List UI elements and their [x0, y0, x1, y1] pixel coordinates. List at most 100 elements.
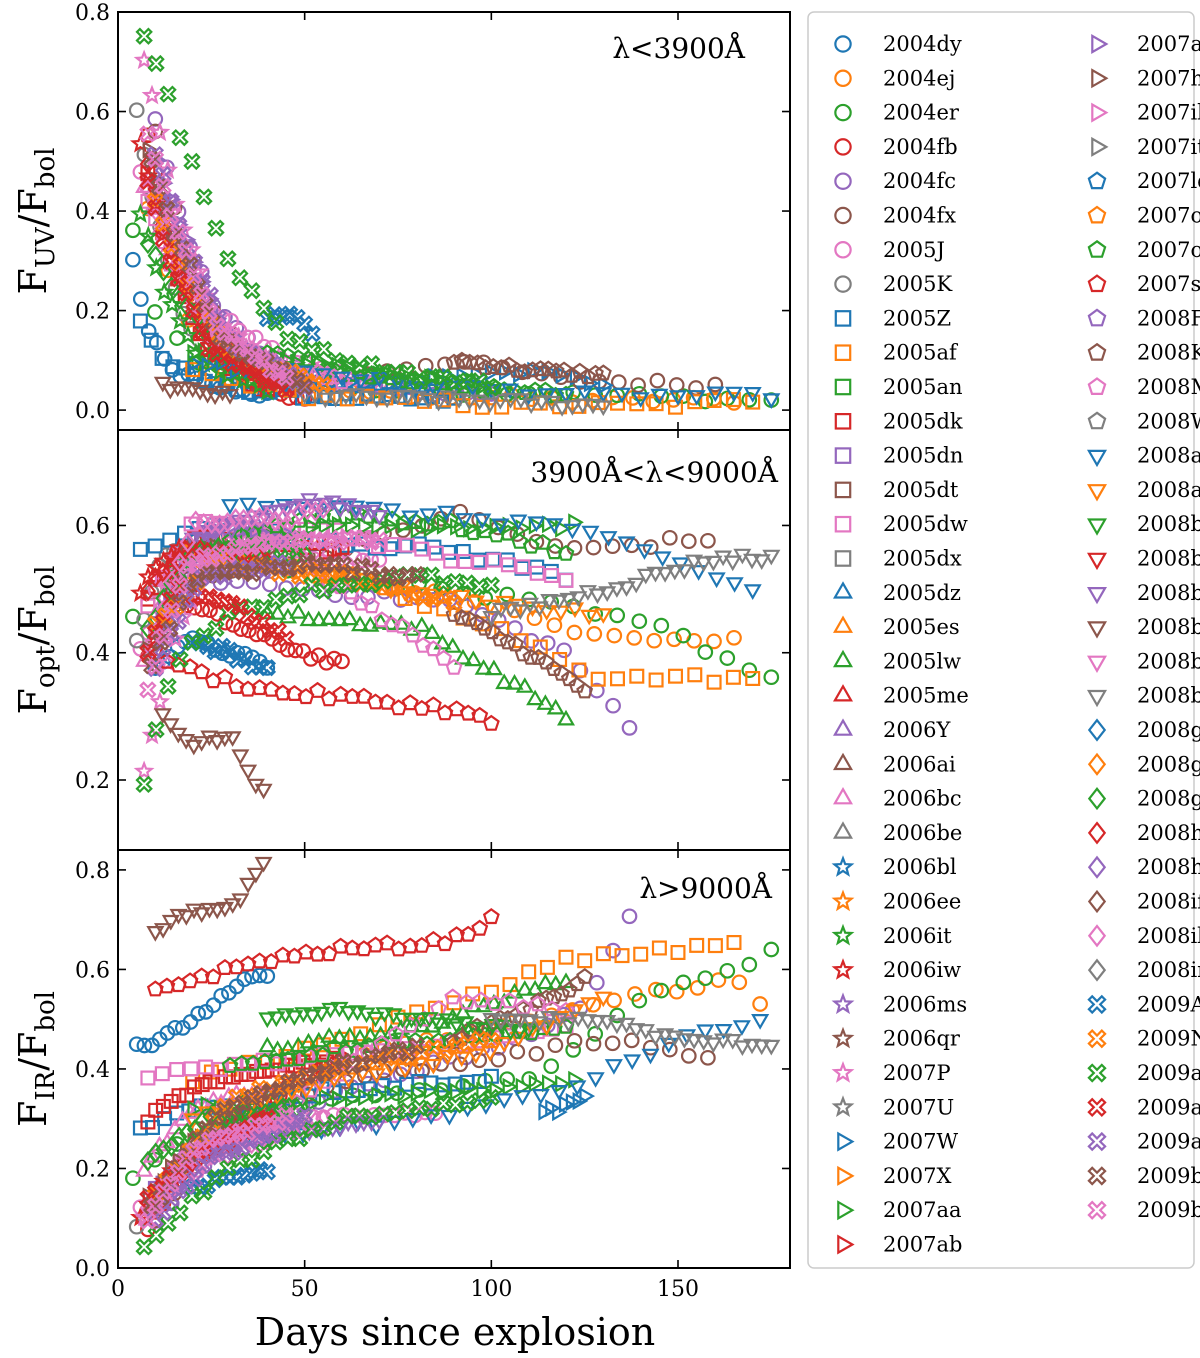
point-2008ag	[725, 577, 744, 593]
legend-label: 2005Z	[883, 306, 951, 330]
point-2005lw	[484, 993, 504, 1010]
point-2004dy	[213, 987, 230, 1004]
point-2005z	[162, 532, 178, 548]
point-2004fc	[605, 697, 621, 714]
point-2005dw	[212, 1061, 228, 1077]
point-2008bp	[254, 856, 273, 873]
legend-entry-2008bp: 2008bp	[1086, 615, 1200, 639]
point-2008bu	[573, 398, 592, 415]
legend-marker-2005dk	[834, 413, 852, 430]
y-tick-label: 0.6	[75, 514, 110, 539]
legend-label: 2008M	[1137, 375, 1200, 399]
point-2008m	[458, 993, 476, 1010]
legend: 2004dy 2004ej 2004er 2004fb 2004fc 2004fx 2005…	[807, 11, 1200, 1269]
point-2005lw	[495, 673, 514, 690]
point-2008ag	[568, 1080, 587, 1096]
point-2009bz	[242, 538, 261, 556]
point-2007aa	[541, 1074, 558, 1093]
panel-1: 0.0 0.2 0.4 0.6 0.8 λ<3900Å FUV/Fbol	[11, 1, 791, 431]
legend-marker-2007il	[1091, 102, 1109, 123]
point-2005af	[416, 598, 432, 614]
legend-entry-2008bm: 2008bm	[1086, 581, 1200, 605]
point-2007od	[418, 515, 436, 532]
point-2009bu	[298, 1067, 316, 1085]
point-2009aj	[267, 313, 285, 332]
point-2007sq	[378, 934, 396, 951]
point-2009bz	[146, 1197, 165, 1215]
point-2004er	[719, 650, 736, 666]
point-2005af	[670, 944, 686, 960]
point-2008ag	[500, 383, 520, 400]
point-2007sq	[158, 652, 176, 669]
point-2009bz	[195, 546, 213, 565]
y-tick-label: 0.4	[75, 200, 110, 225]
point-2009bz	[290, 529, 309, 547]
point-2004er	[697, 644, 714, 660]
legend-entry-2006it: 2006it	[831, 923, 952, 948]
x-tick-label: 100	[470, 1277, 512, 1302]
point-2009au	[272, 1119, 290, 1137]
legend-marker-2008w	[1087, 411, 1107, 430]
point-2008bu	[675, 1033, 694, 1049]
point-2008k	[545, 660, 563, 677]
point-2005dk	[140, 1114, 156, 1130]
point-2008bp	[192, 907, 211, 924]
point-2008aw	[424, 588, 443, 605]
point-2005dw	[183, 1061, 199, 1077]
point-2009n	[435, 586, 453, 605]
legend-marker-2008f	[1087, 308, 1107, 327]
legend-marker-2005j	[834, 241, 852, 259]
point-2006it	[137, 225, 159, 246]
legend-entry-2008f: 2008F	[1087, 306, 1200, 330]
legend-entry-2005dk: 2005dk	[834, 409, 963, 433]
point-2007od	[511, 532, 529, 549]
point-2008ag	[613, 387, 631, 404]
point-2008bp	[223, 731, 242, 747]
point-2008gr	[139, 233, 156, 255]
point-2004fc	[278, 580, 294, 596]
point-2008m	[394, 617, 411, 634]
legend-marker-2006ai	[832, 752, 854, 771]
point-2009ao	[169, 270, 188, 288]
point-2008bu	[607, 582, 626, 598]
point-2008ag	[455, 513, 474, 529]
point-2008gr	[178, 1122, 196, 1144]
point-2008bu	[627, 1023, 646, 1039]
point-2008aw	[594, 608, 613, 624]
legend-entry-2009aj: 2009aj	[1087, 1061, 1200, 1085]
point-2009a	[228, 1168, 247, 1186]
point-2008k	[484, 357, 502, 374]
point-2008bp	[191, 384, 210, 401]
point-2009aj	[482, 1088, 501, 1107]
point-2008m	[515, 998, 533, 1015]
point-2009aj	[291, 332, 309, 351]
panel-3-markers	[125, 856, 781, 1256]
point-2005af	[590, 671, 606, 687]
legend-entry-2007sq: 2007sq	[1087, 272, 1200, 296]
point-2008ag	[495, 1093, 514, 1110]
point-2007od	[546, 543, 563, 560]
point-2005lw	[278, 1039, 298, 1056]
point-2008aw	[594, 991, 613, 1008]
point-2005lw	[258, 1036, 277, 1053]
legend-label: 2008bh	[1137, 512, 1200, 536]
point-2008m	[445, 658, 463, 675]
point-2004er	[631, 613, 648, 630]
point-2008k	[576, 967, 594, 984]
legend-entry-2007od: 2007od	[1087, 238, 1200, 262]
point-2005lw	[330, 610, 349, 627]
point-2008ag	[751, 1013, 770, 1030]
point-2009bz	[269, 364, 288, 382]
point-2008ag	[383, 503, 402, 519]
legend-label: 2006ai	[883, 752, 956, 776]
point-2009bu	[344, 1057, 362, 1075]
point-2008bu	[501, 392, 520, 409]
point-2009bz	[219, 546, 237, 564]
legend-label: 2004ej	[883, 66, 955, 90]
point-2004fb	[233, 621, 249, 637]
point-2008k	[553, 664, 570, 681]
point-2008ag	[762, 393, 781, 410]
point-2009bz	[306, 530, 325, 549]
point-2008k	[477, 358, 494, 375]
legend-entry-2008br: 2008br	[1086, 649, 1200, 673]
